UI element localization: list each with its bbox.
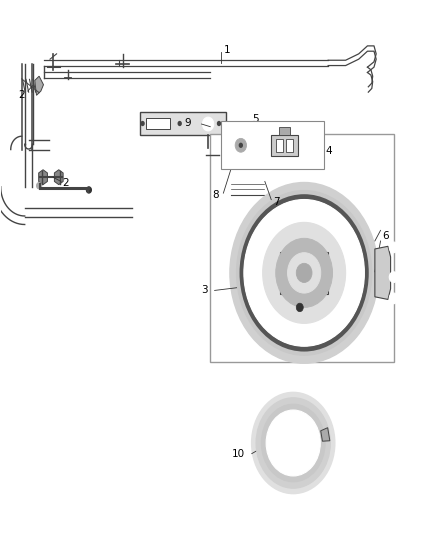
Circle shape [237,190,372,356]
Text: 2: 2 [18,90,25,100]
Circle shape [261,404,325,482]
Text: 2: 2 [62,178,68,188]
Text: 8: 8 [212,190,219,200]
Circle shape [389,272,398,282]
Circle shape [276,238,332,308]
Polygon shape [39,169,47,184]
Bar [279,127,290,135]
Text: 7: 7 [274,197,280,207]
Text: 10: 10 [232,449,245,458]
Bar [272,135,297,156]
Circle shape [230,182,378,364]
Text: 4: 4 [325,146,332,156]
Text: 5: 5 [252,114,258,124]
Bar [146,118,170,130]
Circle shape [224,132,231,140]
Circle shape [296,303,303,312]
Circle shape [288,253,321,293]
Circle shape [141,121,145,126]
Bar [221,122,324,169]
Circle shape [202,117,214,131]
Bar [286,139,293,152]
Circle shape [272,164,279,172]
Circle shape [217,121,221,126]
Circle shape [177,121,182,126]
Text: 1: 1 [223,45,230,54]
Circle shape [266,410,320,476]
Circle shape [36,182,42,189]
Bar [210,134,394,362]
Circle shape [244,199,364,346]
Circle shape [263,222,346,324]
Circle shape [226,135,268,185]
Text: 9: 9 [184,118,191,128]
Polygon shape [375,246,391,300]
Circle shape [256,398,330,488]
Circle shape [252,392,335,494]
Bar [276,139,283,152]
Circle shape [235,139,247,152]
Circle shape [272,416,315,470]
Circle shape [49,53,57,62]
Bar [280,252,328,294]
Polygon shape [35,76,43,95]
Polygon shape [321,427,330,441]
Circle shape [240,194,369,352]
Circle shape [219,126,276,195]
Circle shape [121,59,127,66]
Text: 3: 3 [201,286,208,295]
Circle shape [296,263,312,282]
Text: 6: 6 [382,231,389,241]
Circle shape [86,187,92,193]
Circle shape [239,143,243,148]
Bar [231,150,264,195]
Circle shape [244,199,364,346]
Circle shape [389,242,398,253]
Circle shape [231,134,251,157]
Circle shape [389,293,398,304]
Bar [141,112,226,135]
Circle shape [224,180,231,189]
Polygon shape [54,169,63,184]
Circle shape [272,154,279,162]
